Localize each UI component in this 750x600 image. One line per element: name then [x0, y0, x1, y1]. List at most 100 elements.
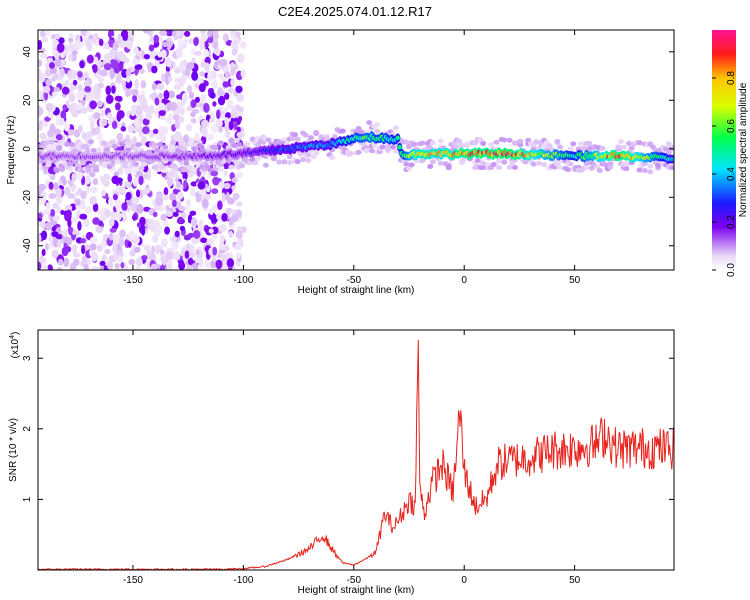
spectrogram-cell	[178, 205, 186, 212]
spectrogram-cell	[173, 251, 181, 261]
spectrogram-cell	[38, 68, 41, 76]
spectrogram-cell	[286, 160, 293, 166]
spectrogram-cell	[154, 97, 160, 106]
spectrogram-cell	[82, 143, 89, 149]
spectrogram-cell	[586, 141, 593, 147]
spectrogram-cell	[178, 141, 185, 147]
spectrogram-cell	[185, 203, 190, 213]
spectrogram-cell	[206, 238, 215, 245]
spectrogram-cell	[102, 41, 110, 50]
spectrogram-cell	[164, 57, 172, 68]
spectrogram-cell	[116, 132, 124, 142]
spectrogram-cell	[218, 242, 225, 251]
spectrogram-cell	[86, 54, 94, 64]
spectrogram-cell	[496, 165, 503, 171]
spectrogram-cell	[119, 186, 126, 194]
spectrogram-cell	[217, 200, 223, 211]
snr-y-label: SNR (10 * v/v)	[8, 418, 19, 482]
spectrogram-cell	[384, 146, 391, 152]
spectrogram-cell	[54, 58, 62, 67]
spectrogram-cell	[84, 244, 90, 251]
spectrogram-cell	[127, 31, 134, 39]
spectrogram-cell	[125, 91, 130, 98]
spectrogram-cell	[224, 117, 230, 126]
spectrogram-cell	[135, 189, 141, 198]
spectrogram-cell	[161, 238, 168, 248]
spectrogram-cell	[89, 172, 96, 178]
spectrogram-cell	[493, 139, 500, 145]
spectrogram-cell	[108, 217, 115, 227]
spectrogram-cell	[55, 187, 62, 198]
spectrogram-cell	[77, 220, 82, 231]
spectrogram-cell	[38, 72, 46, 83]
spectrogram-cell	[61, 160, 68, 166]
spectrogram-cell	[62, 235, 69, 244]
spectrogram-cell	[201, 119, 210, 128]
spectrogram-cell	[226, 99, 234, 110]
spectrogram-cell	[77, 124, 83, 134]
spectrogram-x-label: Height of straight line (km)	[298, 285, 415, 296]
spectrogram-cell	[89, 90, 94, 97]
spectrogram-cell	[134, 78, 139, 89]
spectrogram-cell	[182, 38, 188, 46]
spectrogram-cell	[567, 161, 574, 167]
spectrogram-cell	[223, 170, 228, 176]
spectrogram-cell	[201, 127, 208, 137]
spectrogram-cell	[200, 237, 208, 244]
spectrogram-cell	[38, 124, 43, 131]
spectrogram-cell	[238, 95, 244, 102]
spectrogram-cell	[69, 262, 77, 270]
spectrogram-cell	[233, 160, 240, 166]
spectrogram-cell	[92, 202, 99, 212]
spectrogram-cell	[109, 227, 117, 233]
spectrogram-cell	[140, 135, 147, 146]
spectrogram-cell	[477, 137, 484, 143]
spectrogram-cell	[212, 246, 218, 256]
spectrogram-cell	[161, 73, 166, 83]
spectrogram-cell	[162, 219, 169, 227]
spectrogram-cell	[231, 142, 238, 148]
spectrogram-cell	[90, 186, 98, 194]
spectrogram-cell	[212, 101, 217, 107]
spectrogram-cell	[95, 147, 102, 153]
spectrogram-cell	[60, 110, 67, 120]
spectrogram-cell	[136, 203, 144, 214]
spectrogram-cell	[80, 30, 88, 37]
spectrogram-cell	[52, 215, 60, 222]
spectrogram-cell	[114, 95, 123, 102]
spectrogram-cell	[55, 134, 63, 141]
spectrogram-cell	[618, 139, 624, 145]
spectrogram-cell	[212, 145, 219, 151]
spectrogram-cell	[85, 131, 94, 138]
spectrogram-cell	[216, 213, 222, 221]
spectrogram-cell	[91, 265, 99, 270]
spectrogram-cell	[427, 145, 434, 151]
spectrogram-cell	[379, 144, 386, 150]
figure-title: C2E4.2025.074.01.12.R17	[278, 4, 432, 19]
spectrogram-cell	[85, 167, 92, 173]
spectrogram-cell	[39, 132, 47, 140]
spectrogram-cell	[189, 137, 195, 145]
spectrogram-cell	[368, 148, 375, 154]
spectrogram-cell	[530, 161, 537, 167]
spectrogram-cell	[89, 236, 98, 244]
spectrogram-cell	[141, 126, 150, 135]
spectrogram-cell	[347, 151, 354, 157]
spectrogram-cell	[90, 148, 97, 154]
spectrogram-cell	[138, 175, 144, 186]
spectrogram-cell	[220, 234, 225, 244]
spectrogram-cell	[60, 209, 65, 216]
spectrogram-cell	[198, 219, 204, 229]
spectrogram-cell	[289, 136, 296, 142]
spectrogram-cell	[374, 122, 381, 128]
spectrogram-cell	[141, 254, 148, 261]
spectrogram-cell	[186, 84, 193, 94]
spectrogram-cell	[71, 50, 78, 56]
spectrogram-cell	[53, 249, 59, 258]
x-tick-label: 50	[569, 575, 581, 586]
spectrogram-cell	[211, 188, 219, 195]
spectrogram-cell	[615, 144, 622, 150]
spectrogram-cell	[210, 170, 219, 177]
spectrogram-cell	[159, 249, 165, 255]
spectrogram-cell	[517, 138, 524, 144]
